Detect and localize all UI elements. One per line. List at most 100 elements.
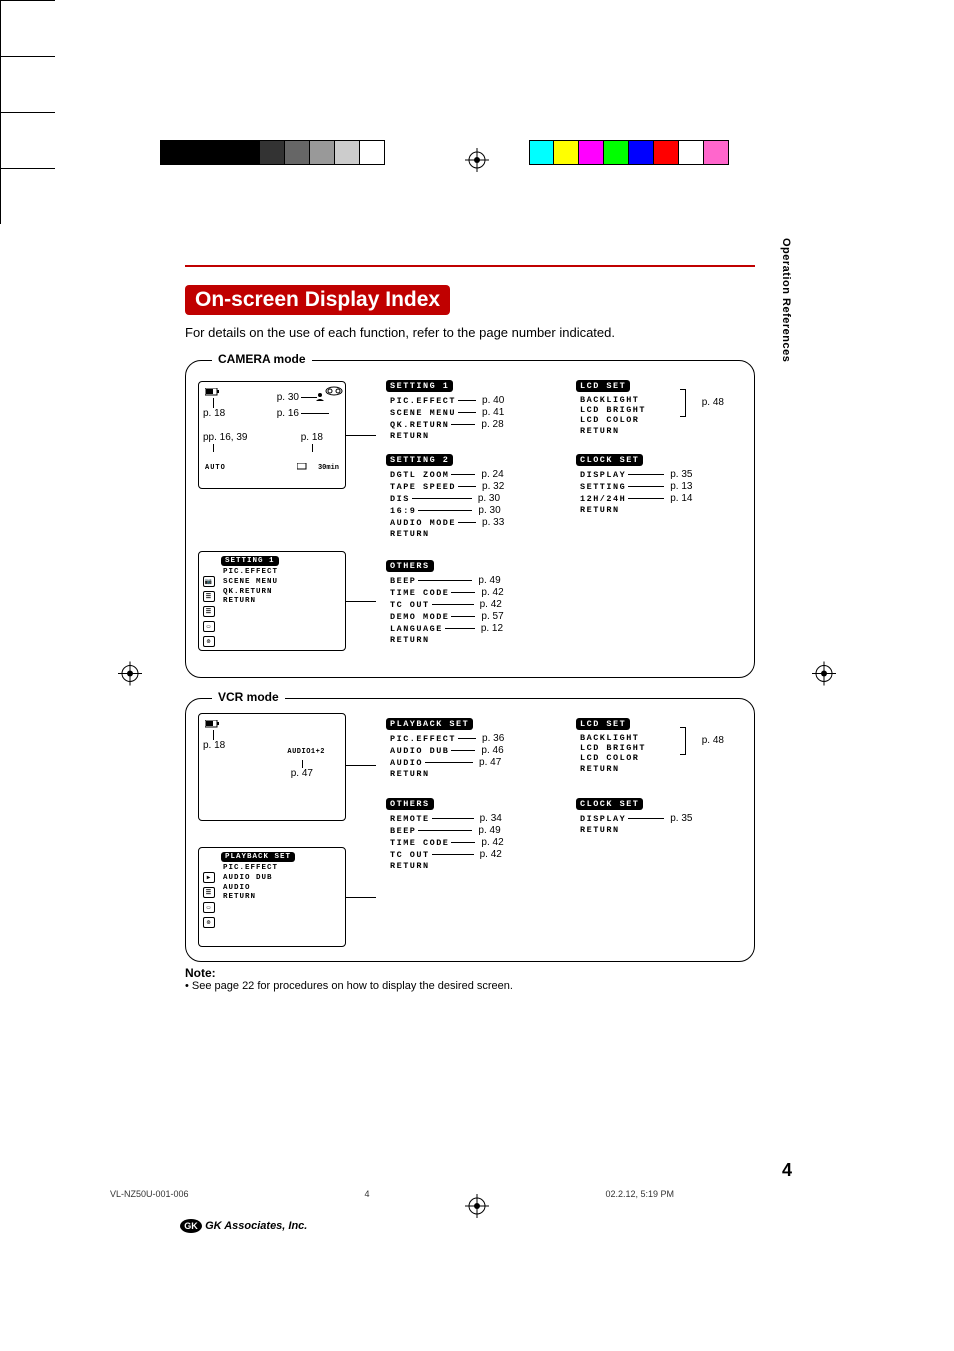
leader-line: [451, 842, 475, 843]
camera-mini-menu: SETTING 1 📷 ☰ ☰ ▭ ⊙ PIC.EFFECT SCENE MEN…: [198, 551, 346, 651]
registration-mark-icon: [812, 661, 836, 690]
menu-item-row: RETURN: [580, 764, 736, 774]
crop-mark: [0, 113, 1, 168]
cassette-icon: [297, 463, 307, 470]
camera-clockset-menu: CLOCK SET DISPLAYp. 35SETTINGp. 1312H/24…: [576, 449, 736, 515]
lcd-icon: ▭: [203, 621, 215, 632]
menu-header: LCD SET: [576, 380, 630, 392]
leader-line: [425, 762, 473, 763]
play-icon: ▶: [203, 872, 215, 883]
color-swatch: [554, 140, 579, 165]
page-ref: p. 18: [203, 740, 225, 751]
color-swatch: [604, 140, 629, 165]
color-swatch: [654, 140, 679, 165]
color-swatch: [285, 140, 310, 165]
menu-item-label: AUDIO MODE: [390, 518, 456, 528]
page-ref: p. 18: [203, 408, 225, 419]
lcd-icon: ▭: [203, 902, 215, 913]
menu-item: AUDIO: [223, 884, 341, 894]
color-swatch: [335, 140, 360, 165]
color-swatch: [579, 140, 604, 165]
leader-line: [418, 830, 472, 831]
menu-header: CLOCK SET: [576, 798, 643, 810]
menu-icon: ☰: [203, 591, 215, 602]
clock-icon: ⊙: [203, 636, 215, 647]
menu-header: CLOCK SET: [576, 454, 643, 466]
audio-label: AUDIO1+2: [287, 748, 325, 756]
page-number: 4: [782, 1160, 792, 1181]
color-swatch: [529, 140, 554, 165]
menu-item-label: LCD BRIGHT: [580, 405, 646, 415]
menu-item-label: AUDIO DUB: [390, 746, 449, 756]
menu-item-label: AUDIO: [390, 758, 423, 768]
page-ref: p. 40: [482, 395, 504, 406]
camera-setting2-menu: SETTING 2 DGTL ZOOMp. 24TAPE SPEEDp. 32D…: [386, 449, 556, 539]
menu-item-label: QK.RETURN: [390, 420, 449, 430]
menu-item-row: SCENE MENUp. 41: [390, 407, 556, 419]
page-ref: p. 42: [480, 849, 502, 860]
page-ref: p. 30: [478, 505, 500, 516]
crop-mark: [0, 1, 1, 56]
menu-header: SETTING 2: [386, 454, 453, 466]
leader-line: [451, 616, 475, 617]
menu-item-row: TIME CODEp. 42: [390, 837, 556, 849]
page-ref: p. 24: [481, 469, 503, 480]
page-ref: p. 47: [479, 757, 501, 768]
leader-line: [451, 750, 475, 751]
menu-item-row: TC OUTp. 42: [390, 599, 556, 611]
color-swatch: [210, 140, 235, 165]
person-icon: [315, 393, 325, 401]
menu-item-label: 16:9: [390, 506, 416, 516]
menu-item-label: RETURN: [580, 825, 620, 835]
menu-item-label: TIME CODE: [390, 588, 449, 598]
menu-item-label: DISPLAY: [580, 814, 626, 824]
menu-item-label: RETURN: [390, 635, 430, 645]
camera-lcdset-menu: LCD SET BACKLIGHTLCD BRIGHTLCD COLORRETU…: [576, 375, 736, 436]
menu-item-row: PIC.EFFECTp. 36: [390, 733, 556, 745]
crop-mark: [0, 0, 55, 1]
crop-mark: [0, 168, 55, 169]
page-ref: p. 32: [482, 481, 504, 492]
menu-item: SCENE MENU: [223, 578, 341, 588]
leader-line: [432, 818, 474, 819]
menu-item-row: LANGUAGEp. 12: [390, 623, 556, 635]
leader-line: [432, 854, 474, 855]
gk-logo: GK GK Associates, Inc.: [180, 1219, 307, 1233]
vcr-lcd-thumbnail: p. 18 AUDIO1+2 p. 47: [198, 713, 346, 821]
menu-item-label: RETURN: [390, 529, 430, 539]
menu-header: PLAYBACK SET: [386, 718, 473, 730]
leader-line: [451, 424, 475, 425]
menu-item-row: PIC.EFFECTp. 40: [390, 395, 556, 407]
leader-line: [628, 486, 664, 487]
menu-item-row: 16:9 p. 30: [390, 505, 556, 517]
menu-item-row: RETURN: [580, 426, 736, 436]
menu-icon: ☰: [203, 887, 215, 898]
color-swatch: [185, 140, 210, 165]
crop-mark: [0, 56, 55, 57]
menu-item: PIC.EFFECT: [223, 864, 341, 874]
page-ref: p. 35: [670, 469, 692, 480]
menu-item-label: RETURN: [390, 431, 430, 441]
leader-line: [418, 580, 472, 581]
menu-item-label: TC OUT: [390, 600, 430, 610]
page-ref: p. 48: [702, 397, 724, 408]
menu-item-label: BEEP: [390, 826, 416, 836]
page-ref: p. 47: [291, 768, 313, 779]
intro-text: For details on the use of each function,…: [185, 325, 755, 340]
menu-item-row: AUDIO p. 47: [390, 757, 556, 769]
page-ref: p. 28: [481, 419, 503, 430]
camera-others-menu: OTHERS BEEPp. 49TIME CODEp. 42TC OUTp. 4…: [386, 555, 556, 645]
menu-item-row: RETURN: [390, 635, 556, 645]
leader-line: [451, 474, 475, 475]
menu-item-row: DISp. 30: [390, 493, 556, 505]
page-ref: p. 34: [480, 813, 502, 824]
menu-item-row: DEMO MODEp. 57: [390, 611, 556, 623]
menu-item-row: LCD COLOR: [580, 415, 736, 425]
menu-item-label: BACKLIGHT: [580, 733, 639, 743]
menu-item-row: 12H/24Hp. 14: [580, 493, 736, 505]
leader-line: [628, 498, 664, 499]
menu-item: QK.RETURN: [223, 588, 341, 598]
page-ref: p. 36: [482, 733, 504, 744]
menu-header: PLAYBACK SET: [221, 852, 295, 862]
crop-mark: [0, 57, 1, 112]
